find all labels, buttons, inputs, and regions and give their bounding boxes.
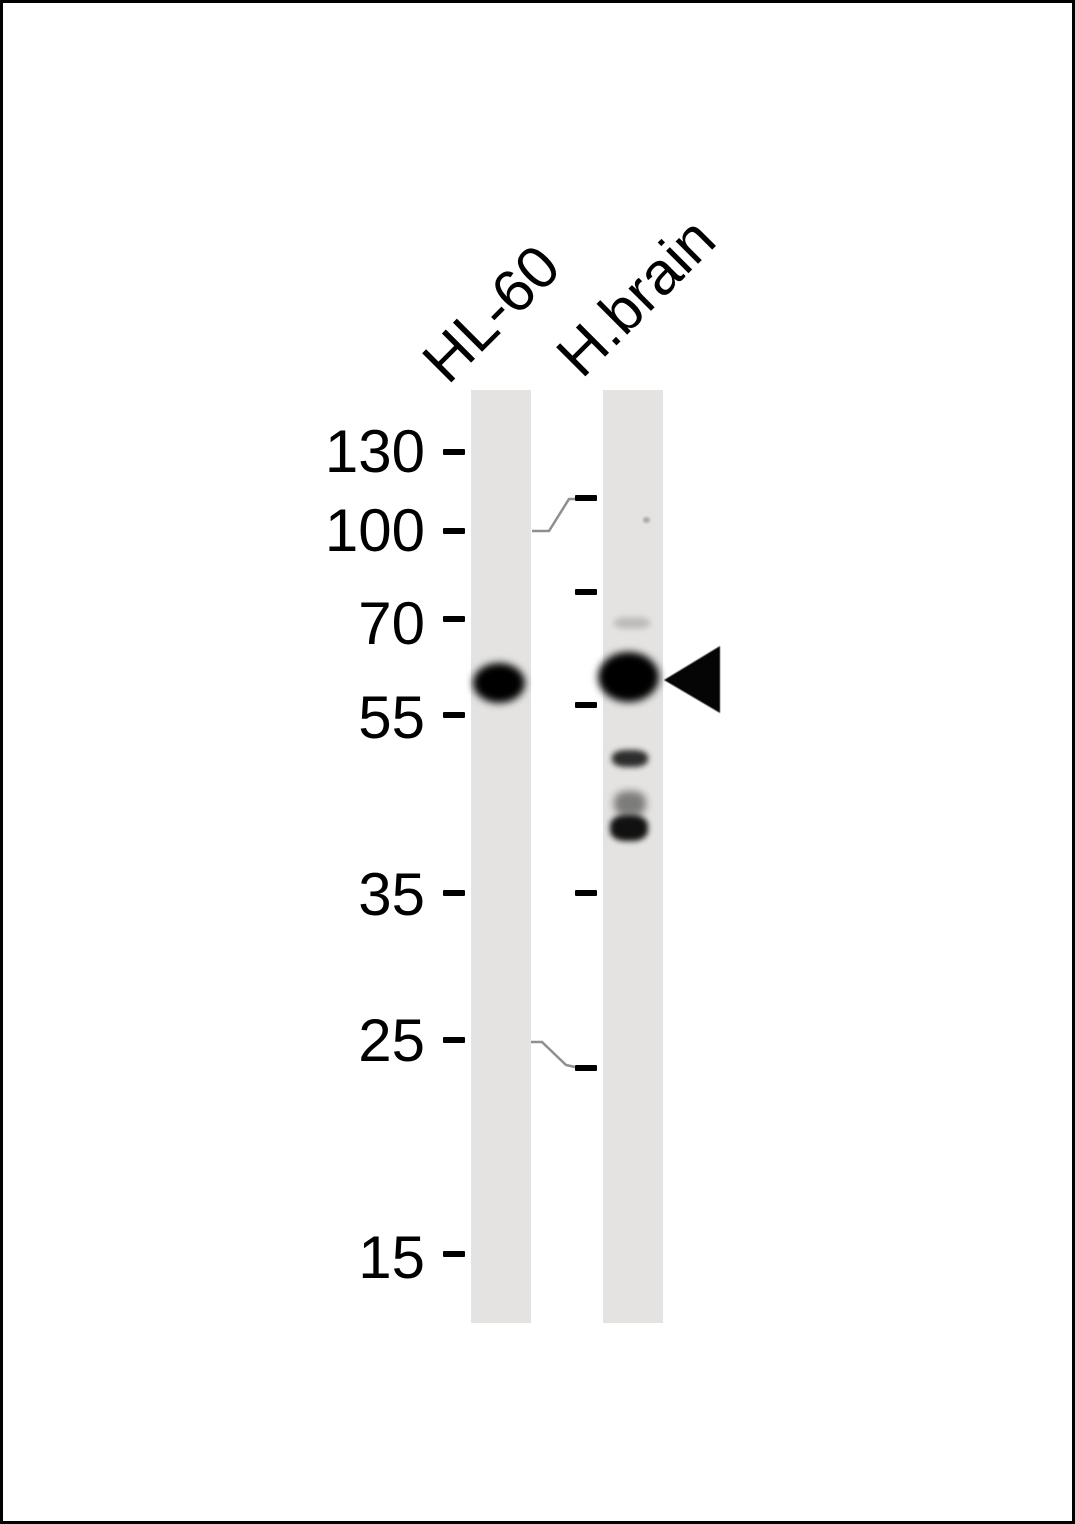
lane-strip-hl-60: [471, 390, 531, 1323]
mw-label-15: 15: [358, 1224, 425, 1291]
mw-tick-lane2-55: [575, 702, 597, 708]
lane-strip-h-brain: [603, 390, 663, 1323]
band-hbrain-60kda: [598, 652, 659, 702]
mw-tick-lane2-70: [575, 589, 597, 595]
mw-tick-lane2-100: [575, 495, 597, 501]
mw-label-130: 130: [324, 418, 425, 485]
arrowhead-icon: [664, 646, 720, 713]
mw-label-25: 25: [358, 1007, 425, 1074]
mw-tick-left-55: [443, 712, 465, 718]
mw-label-55: 55: [358, 684, 425, 751]
mw-tick-lane2-25: [575, 1065, 597, 1071]
band-hbrain-42kda: [610, 815, 648, 841]
mw-tick-left-70: [443, 616, 465, 622]
mw-tick-left-130: [443, 449, 465, 455]
mw-label-100: 100: [324, 497, 425, 564]
mw-tick-lane2-35: [575, 890, 597, 896]
mw-label-35: 35: [358, 861, 425, 928]
lane-label-h-brain: H.brain: [543, 204, 728, 390]
mw-tick-left-100: [443, 528, 465, 534]
lane2-background-speck: [643, 517, 650, 523]
connector-line-100kda: [532, 497, 575, 533]
band-hbrain-48kda: [612, 750, 648, 767]
mw-tick-left-15: [443, 1251, 465, 1257]
band-hbrain-44kda: [614, 791, 646, 816]
connector-line-25kda: [531, 1040, 576, 1069]
blot-annotations-overlay: [531, 497, 720, 1069]
mw-tick-left-35: [443, 890, 465, 896]
lane-label-hl-60: HL-60: [409, 232, 573, 396]
band-hbrain-faint-65kda: [614, 617, 650, 629]
mw-label-70: 70: [358, 590, 425, 657]
mw-tick-left-25: [443, 1037, 465, 1043]
band-hl60-60kda: [473, 663, 525, 703]
